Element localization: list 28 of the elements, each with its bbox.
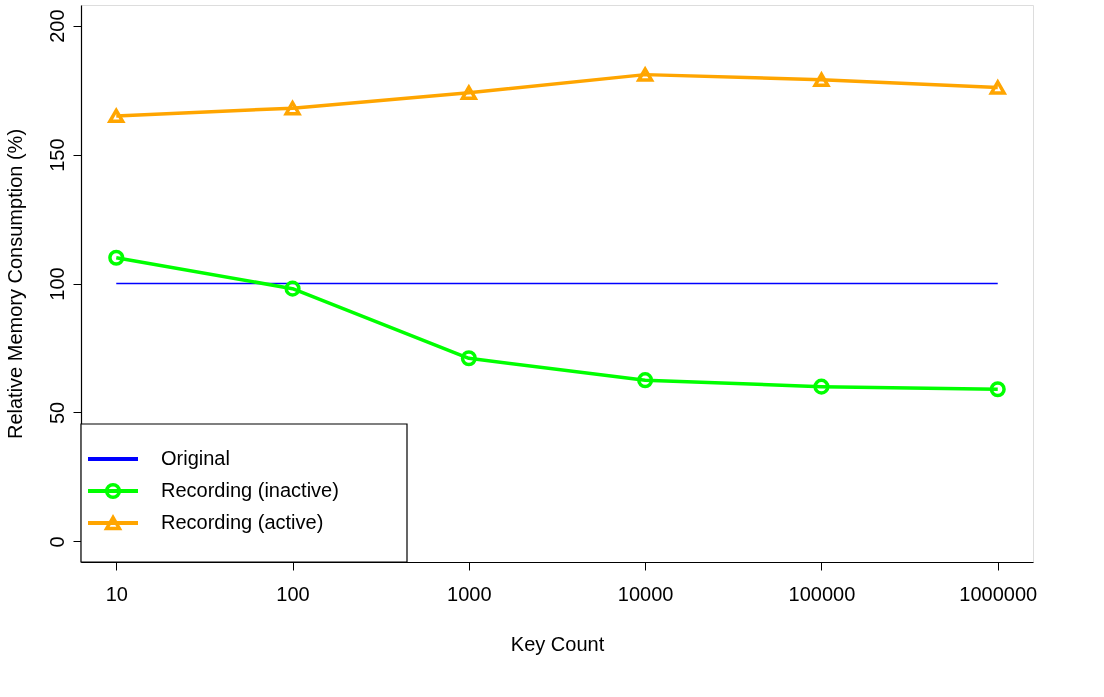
point — [989, 80, 1006, 95]
legend-label: Original — [161, 447, 230, 469]
y-tick-label: 200 — [45, 9, 68, 43]
y-axis-title: Relative Memory Consumption (%) — [3, 128, 26, 440]
y-tick-label: 0 — [45, 536, 68, 548]
point — [813, 378, 830, 395]
y-tick-label: 50 — [45, 401, 68, 425]
x-tick-label: 1000 — [447, 582, 492, 605]
point — [812, 70, 831, 88]
point — [989, 381, 1006, 398]
point — [108, 108, 125, 124]
point — [284, 100, 301, 116]
point — [284, 280, 301, 297]
x-tick-label: 100000 — [788, 582, 856, 605]
x-tick-label: 100 — [276, 582, 310, 605]
y-tick-label: 100 — [45, 267, 68, 301]
point — [460, 350, 477, 367]
y-tick-label: 150 — [45, 138, 68, 172]
point — [108, 249, 125, 266]
point — [637, 372, 654, 389]
legend-label: Recording (active) — [161, 511, 324, 533]
legend-label: Recording (inactive) — [161, 479, 339, 501]
point — [637, 67, 654, 82]
x-axis-title: Key Count — [510, 632, 605, 655]
point — [460, 85, 477, 100]
x-tick-label: 10 — [105, 582, 128, 605]
x-tick-label: 10000 — [617, 582, 674, 605]
x-tick-label: 1000000 — [959, 582, 1038, 605]
